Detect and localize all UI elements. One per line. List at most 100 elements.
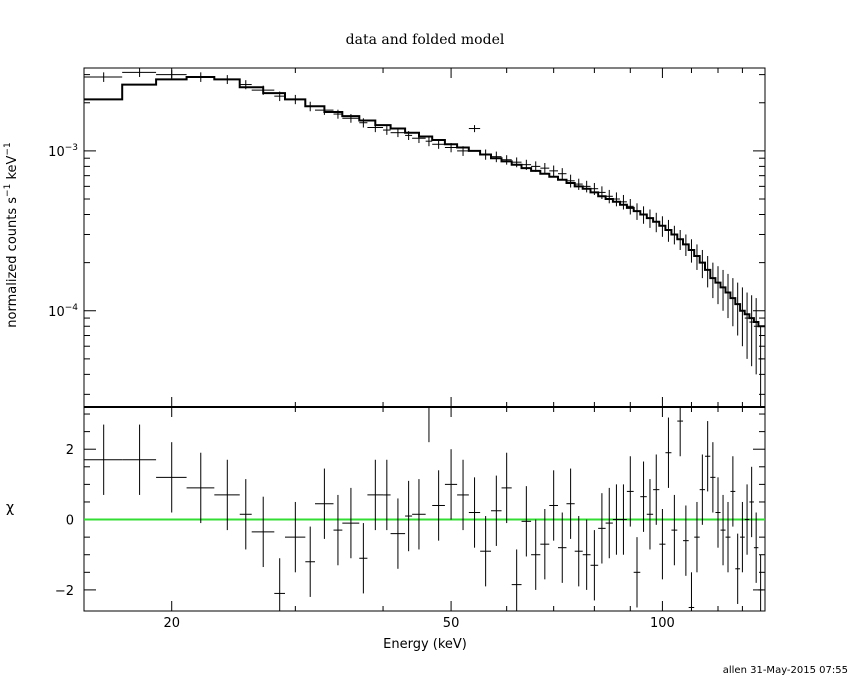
residual-point <box>612 484 620 555</box>
y-axis-label-top: normalized counts s−1 keV−1 <box>3 142 20 327</box>
x-tick-label: 50 <box>443 616 460 631</box>
residual-point <box>683 505 689 576</box>
residual-point <box>557 512 567 583</box>
data-point <box>688 239 695 263</box>
residual-point <box>511 549 522 611</box>
residual-point <box>590 530 599 601</box>
data-point <box>284 94 306 105</box>
y-tick-label: −2 <box>55 584 74 599</box>
data-point <box>749 295 754 367</box>
data-point <box>710 262 716 299</box>
chart-title: data and folded model <box>346 32 505 48</box>
data-point <box>274 91 285 102</box>
x-tick-labels: 20 50 100 <box>163 616 674 631</box>
data-point <box>566 174 575 188</box>
data-point <box>315 105 334 115</box>
data-point <box>367 123 384 133</box>
residual-point <box>715 477 721 548</box>
data-point <box>665 219 672 242</box>
data-point <box>646 209 654 228</box>
data-point <box>557 168 567 180</box>
data-point <box>683 234 689 257</box>
y-axis-label-top-text: normalized counts s <box>5 197 20 328</box>
data-point <box>740 287 745 347</box>
residual-point <box>342 487 360 559</box>
data-point <box>659 216 666 237</box>
data-point <box>758 326 763 407</box>
residual-point <box>598 493 606 564</box>
residual-point <box>540 509 550 580</box>
residual-point <box>239 479 252 550</box>
data-point <box>540 162 550 174</box>
data-point <box>626 199 634 215</box>
residual-point <box>566 468 575 539</box>
data-point <box>574 178 583 190</box>
residual-point <box>646 479 654 550</box>
residual-point <box>531 519 541 590</box>
residual-point <box>633 537 641 608</box>
residual-point <box>214 459 240 531</box>
residual-point <box>758 554 763 611</box>
data-point <box>305 101 316 112</box>
data-point <box>390 128 406 138</box>
residual-point <box>605 487 613 559</box>
data-points <box>84 68 763 407</box>
residual-point <box>549 470 558 541</box>
data-point <box>156 70 187 80</box>
data-point <box>480 149 492 160</box>
residual-point <box>640 461 647 532</box>
residual-point <box>367 459 384 531</box>
data-point <box>186 72 215 82</box>
data-point <box>511 157 522 168</box>
data-point <box>694 244 700 270</box>
residual-point <box>753 512 759 583</box>
residual-point <box>735 533 741 604</box>
data-point <box>705 256 711 288</box>
data-point <box>432 139 445 149</box>
footer-stamp: allen 31-May-2015 07:55 <box>723 665 848 676</box>
data-point <box>730 278 736 327</box>
data-point <box>501 155 512 165</box>
data-point <box>605 189 613 204</box>
data-point <box>333 109 343 119</box>
residual-point <box>710 442 716 513</box>
data-point <box>653 212 660 233</box>
data-point <box>383 125 391 135</box>
data-point <box>214 75 240 85</box>
residual-point <box>251 496 275 568</box>
data-point <box>251 85 275 95</box>
residual-point <box>720 494 726 566</box>
data-point <box>342 114 360 123</box>
model-line <box>84 76 765 328</box>
residual-point <box>468 477 481 548</box>
data-point <box>491 151 502 163</box>
residual-point <box>122 424 157 495</box>
residual-point <box>405 480 413 552</box>
data-point <box>521 159 532 170</box>
data-point <box>468 125 481 133</box>
residual-point <box>425 406 433 443</box>
data-point <box>725 273 731 319</box>
x-tick-label: 100 <box>650 616 675 631</box>
residual-point <box>390 498 406 569</box>
top-panel-ticks <box>84 68 766 407</box>
residual-point <box>274 558 285 611</box>
data-point <box>412 133 426 144</box>
residual-point <box>359 523 368 594</box>
data-point <box>122 68 157 77</box>
data-point <box>753 298 759 375</box>
bottom-panel-ticks <box>84 407 766 611</box>
residual-point <box>659 509 666 580</box>
data-point <box>612 192 620 207</box>
y-tick-label: 2 <box>66 443 74 458</box>
residual-point <box>688 572 695 611</box>
residual-point <box>186 452 215 524</box>
residual-point <box>677 407 684 457</box>
residual-point <box>699 454 706 525</box>
residual-point <box>619 484 627 555</box>
y-axis-label-bottom: χ <box>6 500 14 516</box>
data-point <box>457 146 469 156</box>
residual-point <box>284 501 306 573</box>
data-point <box>720 269 726 311</box>
data-point <box>640 206 647 224</box>
